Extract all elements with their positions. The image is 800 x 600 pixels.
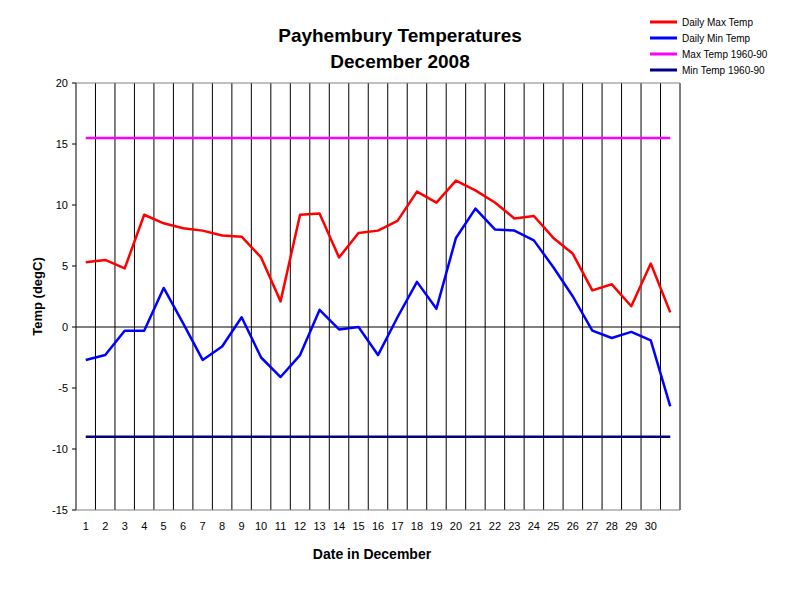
y-tick <box>72 388 76 389</box>
plot-frame <box>76 83 680 84</box>
y-tick <box>72 205 76 206</box>
x-tick-label: 26 <box>567 520 579 532</box>
legend-swatch <box>650 69 677 72</box>
y-tick <box>72 449 76 450</box>
x-tick-label: 28 <box>606 520 618 532</box>
subtitle: December 2008 <box>330 51 469 72</box>
x-tick-label: 23 <box>508 520 520 532</box>
x-tick-label: 13 <box>313 520 325 532</box>
title: Payhembury Temperatures <box>278 25 522 46</box>
x-tick-label: 30 <box>645 520 657 532</box>
grid-line <box>270 83 271 510</box>
grid-line <box>192 83 193 510</box>
background <box>0 0 800 600</box>
x-tick-label: 14 <box>333 520 345 532</box>
grid-line <box>329 83 330 510</box>
grid-line <box>524 83 525 510</box>
grid-line <box>95 83 96 510</box>
legend-label: Max Temp 1960-90 <box>682 49 768 60</box>
grid-line <box>602 83 603 510</box>
x-tick-label: 15 <box>352 520 364 532</box>
x-tick-label: 8 <box>219 520 225 532</box>
x-tick-label: 18 <box>411 520 423 532</box>
grid-line <box>660 83 661 510</box>
y-tick <box>72 83 76 84</box>
grid-line <box>446 83 447 510</box>
y-tick-label: 0 <box>62 321 68 333</box>
grid-line <box>543 83 544 510</box>
grid-line <box>134 83 135 510</box>
x-tick-label: 22 <box>489 520 501 532</box>
grid-line <box>173 83 174 510</box>
grid-line <box>212 83 213 510</box>
series-group <box>86 138 671 437</box>
x-tick-label: 1 <box>83 520 89 532</box>
x-tick-label: 21 <box>469 520 481 532</box>
chart: -15-10-505101520123456789101112131415161… <box>0 0 800 600</box>
x-tick-label: 25 <box>547 520 559 532</box>
grid-line <box>368 83 369 510</box>
grid-line <box>387 83 388 510</box>
y-tick <box>72 327 76 328</box>
y-axis <box>76 83 77 510</box>
x-tick-label: 4 <box>141 520 147 532</box>
legend-label: Daily Max Temp <box>682 17 753 28</box>
y-tick-label: -15 <box>52 504 68 516</box>
series-line <box>86 436 671 439</box>
grid-line <box>504 83 505 510</box>
grid-line <box>563 83 564 510</box>
x-tick-label: 7 <box>200 520 206 532</box>
legend-label: Min Temp 1960-90 <box>682 65 765 76</box>
series-line <box>86 181 671 313</box>
plot-frame <box>76 510 680 511</box>
y-tick <box>72 144 76 145</box>
grid-line <box>153 83 154 510</box>
x-tick-label: 2 <box>102 520 108 532</box>
grid-line <box>114 83 115 510</box>
x-axis-label: Date in December <box>313 546 432 562</box>
x-tick-label: 10 <box>255 520 267 532</box>
y-tick-label: -10 <box>52 443 68 455</box>
grid-line <box>485 83 486 510</box>
x-tick-label: 12 <box>294 520 306 532</box>
x-tick-label: 6 <box>180 520 186 532</box>
grid-line <box>641 83 642 510</box>
y-tick <box>72 510 76 511</box>
legend-swatch <box>650 21 677 24</box>
grid-line <box>251 83 252 510</box>
grid-line <box>309 83 310 510</box>
x-tick-label: 20 <box>450 520 462 532</box>
legend-swatch <box>650 53 677 56</box>
x-tick-label: 29 <box>625 520 637 532</box>
series-line <box>86 137 671 140</box>
y-tick-label: 10 <box>56 199 68 211</box>
legend-label: Daily Min Temp <box>682 33 751 44</box>
x-tick-label: 3 <box>122 520 128 532</box>
y-tick-label: 5 <box>62 260 68 272</box>
y-tick-label: -5 <box>58 382 68 394</box>
grid-line <box>465 83 466 510</box>
x-tick-label: 5 <box>161 520 167 532</box>
x-tick-label: 9 <box>239 520 245 532</box>
legend-swatch <box>650 37 677 40</box>
y-tick-label: 15 <box>56 138 68 150</box>
grid-line <box>680 83 681 510</box>
y-tick-label: 20 <box>56 77 68 89</box>
x-tick-label: 24 <box>528 520 540 532</box>
x-tick-label: 11 <box>275 520 286 532</box>
x-tick-label: 17 <box>391 520 403 532</box>
x-tick-label: 16 <box>372 520 384 532</box>
x-tick-label: 27 <box>586 520 598 532</box>
y-axis-label: Temp (degC) <box>30 257 45 335</box>
grid-line <box>231 83 232 510</box>
y-tick <box>72 266 76 267</box>
grid-line <box>290 83 291 510</box>
series-line <box>86 209 671 407</box>
x-tick-label: 19 <box>430 520 442 532</box>
grid-line <box>348 83 349 510</box>
grid-line <box>582 83 583 510</box>
